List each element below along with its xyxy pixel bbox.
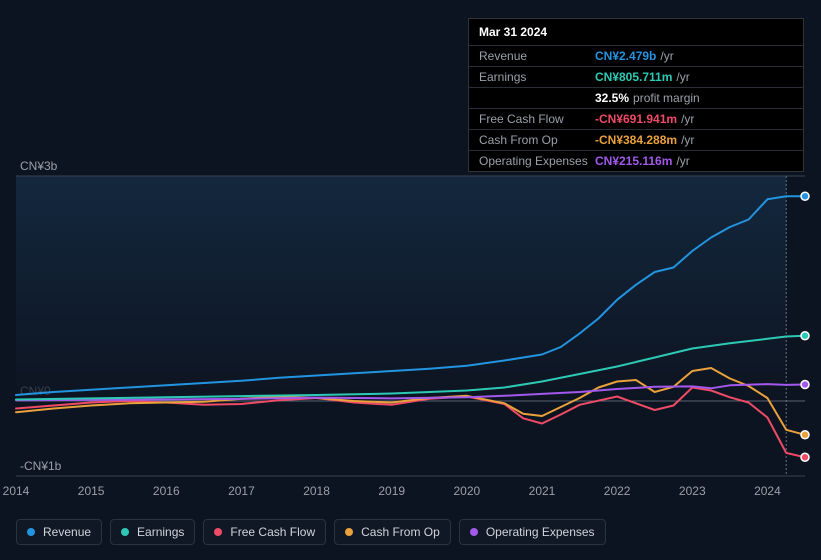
tooltip-row-value: -CN¥384.288m/yr — [595, 133, 694, 147]
tooltip-row-label — [479, 91, 595, 105]
tooltip-row-value: CN¥805.711m/yr — [595, 70, 690, 84]
tooltip-row: Cash From Op-CN¥384.288m/yr — [469, 130, 803, 151]
legend-dot-icon — [470, 528, 478, 536]
tooltip-row: 32.5%profit margin — [469, 88, 803, 109]
legend-item[interactable]: Earnings — [110, 519, 195, 545]
x-axis-label: 2023 — [679, 484, 706, 498]
series-end-dot — [801, 431, 809, 439]
tooltip-row-value: CN¥215.116m/yr — [595, 154, 690, 168]
tooltip-date: Mar 31 2024 — [469, 19, 803, 46]
x-axis-label: 2017 — [228, 484, 255, 498]
tooltip-row-label: Operating Expenses — [479, 154, 595, 168]
x-axis-label: 2024 — [754, 484, 781, 498]
chart-legend: Revenue Earnings Free Cash Flow Cash From O… — [16, 519, 606, 545]
legend-dot-icon — [27, 528, 35, 536]
legend-label: Earnings — [137, 525, 184, 539]
legend-item[interactable]: Cash From Op — [334, 519, 451, 545]
legend-label: Free Cash Flow — [230, 525, 315, 539]
legend-label: Operating Expenses — [486, 525, 595, 539]
y-axis-label: CN¥3b — [20, 159, 57, 173]
tooltip-row-value: 32.5%profit margin — [595, 91, 700, 105]
series-end-dot — [801, 332, 809, 340]
legend-item[interactable]: Operating Expenses — [459, 519, 606, 545]
legend-label: Revenue — [43, 525, 91, 539]
tooltip-row-label: Free Cash Flow — [479, 112, 595, 126]
series-end-dot — [801, 192, 809, 200]
chart-tooltip: Mar 31 2024 RevenueCN¥2.479b/yrEarningsC… — [468, 18, 804, 172]
tooltip-row-value: -CN¥691.941m/yr — [595, 112, 694, 126]
legend-dot-icon — [121, 528, 129, 536]
legend-label: Cash From Op — [361, 525, 440, 539]
x-axis-label: 2015 — [78, 484, 105, 498]
tooltip-row-label: Revenue — [479, 49, 595, 63]
x-axis-label: 2018 — [303, 484, 330, 498]
tooltip-row-label: Earnings — [479, 70, 595, 84]
chart-background — [16, 176, 786, 401]
x-axis-label: 2020 — [453, 484, 480, 498]
x-axis-label: 2021 — [529, 484, 556, 498]
legend-dot-icon — [214, 528, 222, 536]
tooltip-row-value: CN¥2.479b/yr — [595, 49, 674, 63]
series-end-dot — [801, 453, 809, 461]
series-end-dot — [801, 381, 809, 389]
legend-dot-icon — [345, 528, 353, 536]
tooltip-row: Free Cash Flow-CN¥691.941m/yr — [469, 109, 803, 130]
tooltip-row: RevenueCN¥2.479b/yr — [469, 46, 803, 67]
legend-item[interactable]: Free Cash Flow — [203, 519, 326, 545]
x-axis-label: 2016 — [153, 484, 180, 498]
x-axis-label: 2014 — [3, 484, 30, 498]
x-axis-label: 2019 — [378, 484, 405, 498]
tooltip-row: EarningsCN¥805.711m/yr — [469, 67, 803, 88]
x-axis-label: 2022 — [604, 484, 631, 498]
legend-item[interactable]: Revenue — [16, 519, 102, 545]
tooltip-row: Operating ExpensesCN¥215.116m/yr — [469, 151, 803, 171]
tooltip-row-label: Cash From Op — [479, 133, 595, 147]
